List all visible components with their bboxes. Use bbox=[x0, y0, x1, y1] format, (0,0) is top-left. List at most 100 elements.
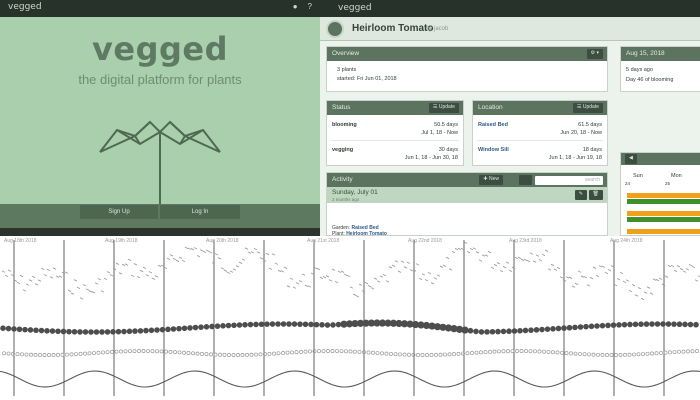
calendar-event-bar[interactable] bbox=[627, 217, 700, 222]
reading-dot bbox=[367, 319, 376, 327]
reading-tick bbox=[142, 266, 147, 270]
reading-tick bbox=[418, 277, 423, 281]
plant-avatar[interactable] bbox=[326, 20, 344, 38]
reading-tick bbox=[391, 264, 396, 267]
reading-tick bbox=[523, 258, 528, 261]
reading-tick bbox=[157, 264, 162, 268]
reading-dot-small bbox=[285, 350, 290, 355]
location-update-button[interactable]: ☰ Update bbox=[573, 103, 603, 113]
reading-dot-small bbox=[357, 349, 362, 354]
reading-tick bbox=[160, 264, 165, 268]
reading-dot-small bbox=[573, 351, 578, 356]
reading-tick bbox=[349, 286, 354, 289]
plant-link[interactable]: Heirloom Tomato bbox=[346, 231, 387, 237]
reading-dot-small bbox=[146, 349, 150, 353]
reading-dot-small bbox=[600, 352, 605, 357]
reading-tick bbox=[685, 268, 690, 271]
reading-dot-small bbox=[96, 350, 101, 355]
reading-dot-small bbox=[150, 349, 155, 354]
reading-dot-small bbox=[447, 352, 452, 357]
reading-tick bbox=[73, 279, 78, 282]
reading-tick bbox=[334, 280, 339, 284]
reading-tick bbox=[298, 280, 303, 283]
garden-link[interactable]: Raised Bed bbox=[351, 225, 379, 231]
reading-tick bbox=[532, 260, 537, 263]
reading-dot-small bbox=[506, 349, 510, 354]
reading-dot-small bbox=[659, 350, 663, 355]
reading-tick bbox=[292, 286, 297, 289]
reading-dot-small bbox=[650, 351, 654, 356]
reading-tick bbox=[565, 276, 570, 279]
reading-dot-small bbox=[123, 349, 128, 354]
reading-dot-small bbox=[236, 353, 240, 357]
reading-tick bbox=[148, 271, 153, 274]
reading-dot-small bbox=[60, 352, 65, 357]
location-link[interactable]: Window Sill bbox=[478, 147, 509, 153]
reading-tick bbox=[217, 257, 222, 260]
reading-dot-small bbox=[515, 349, 519, 353]
plant-name: Heirloom Tomato bbox=[352, 23, 434, 34]
calendar-event-bar[interactable] bbox=[627, 193, 700, 198]
reading-tick bbox=[574, 282, 579, 286]
logo[interactable]: vegged bbox=[338, 3, 372, 13]
activity-search-input[interactable]: search bbox=[535, 176, 603, 185]
reading-tick bbox=[481, 254, 486, 257]
reading-dot-small bbox=[371, 350, 375, 355]
reading-tick bbox=[259, 257, 264, 260]
reading-dot bbox=[143, 327, 149, 334]
reading-dot-small bbox=[65, 352, 69, 357]
calendar-header: ◀ bbox=[621, 153, 700, 165]
reading-tick bbox=[22, 289, 27, 292]
reading-dot-small bbox=[303, 349, 308, 354]
plant-owner[interactable]: by jacob bbox=[426, 26, 449, 32]
reading-tick bbox=[553, 268, 558, 271]
reading-dot bbox=[676, 321, 683, 328]
calendar-event-bar[interactable] bbox=[627, 229, 700, 234]
reading-tick bbox=[601, 265, 606, 268]
trash-icon[interactable]: 🗑 bbox=[588, 190, 603, 200]
reading-dot bbox=[5, 325, 12, 332]
reading-dot-small bbox=[87, 351, 92, 356]
reading-tick bbox=[76, 286, 81, 290]
reading-dot-small bbox=[479, 350, 483, 355]
reading-dot bbox=[154, 327, 160, 333]
date-ago: 5 days ago bbox=[626, 67, 653, 73]
reading-tick bbox=[208, 251, 213, 254]
login-button[interactable]: Log In bbox=[160, 205, 240, 219]
new-activity-button[interactable]: ✚ New bbox=[479, 175, 503, 185]
edit-icon[interactable]: ✎ bbox=[574, 190, 587, 200]
divider bbox=[331, 140, 459, 141]
timeline-date-label: Aug 22nd 2018 bbox=[408, 238, 442, 244]
reading-tick bbox=[340, 270, 345, 273]
help-icon[interactable]: ? bbox=[307, 2, 312, 11]
status-update-button[interactable]: ☰ Update bbox=[429, 103, 459, 113]
reading-tick bbox=[367, 285, 372, 288]
calendar-back-button[interactable]: ◀ bbox=[625, 154, 637, 164]
reading-dot bbox=[428, 322, 436, 330]
calendar-event-bar[interactable] bbox=[627, 211, 700, 216]
reading-tick bbox=[442, 264, 447, 267]
reading-tick bbox=[421, 273, 426, 276]
settings-button[interactable]: ⚙ ▾ bbox=[586, 49, 603, 59]
reading-tick bbox=[451, 250, 456, 254]
reading-tick bbox=[274, 262, 279, 265]
reading-dot-small bbox=[173, 350, 177, 355]
reading-tick bbox=[58, 275, 63, 278]
reading-dot-small bbox=[555, 350, 560, 355]
signup-button[interactable]: Sign Up bbox=[80, 205, 158, 219]
reading-tick bbox=[472, 247, 477, 250]
sensor-timeline: Aug 18th 2018 Aug 19th 2018 Aug 20th 2018 A… bbox=[0, 236, 700, 400]
globe-icon[interactable]: ● bbox=[292, 2, 298, 11]
timeline-date-label: Aug 23rd 2018 bbox=[509, 238, 542, 244]
reading-dot bbox=[660, 321, 666, 327]
reading-dot bbox=[82, 329, 89, 335]
reading-dot-small bbox=[389, 351, 393, 356]
panel-title: Aug 15, 2018 bbox=[626, 50, 665, 57]
logo[interactable]: vegged bbox=[8, 2, 42, 12]
reading-dot bbox=[384, 319, 392, 327]
location-link[interactable]: Raised Bed bbox=[478, 122, 508, 128]
calendar-event-bar[interactable] bbox=[627, 199, 700, 204]
reading-tick bbox=[244, 247, 249, 250]
search-icon[interactable] bbox=[519, 175, 532, 185]
